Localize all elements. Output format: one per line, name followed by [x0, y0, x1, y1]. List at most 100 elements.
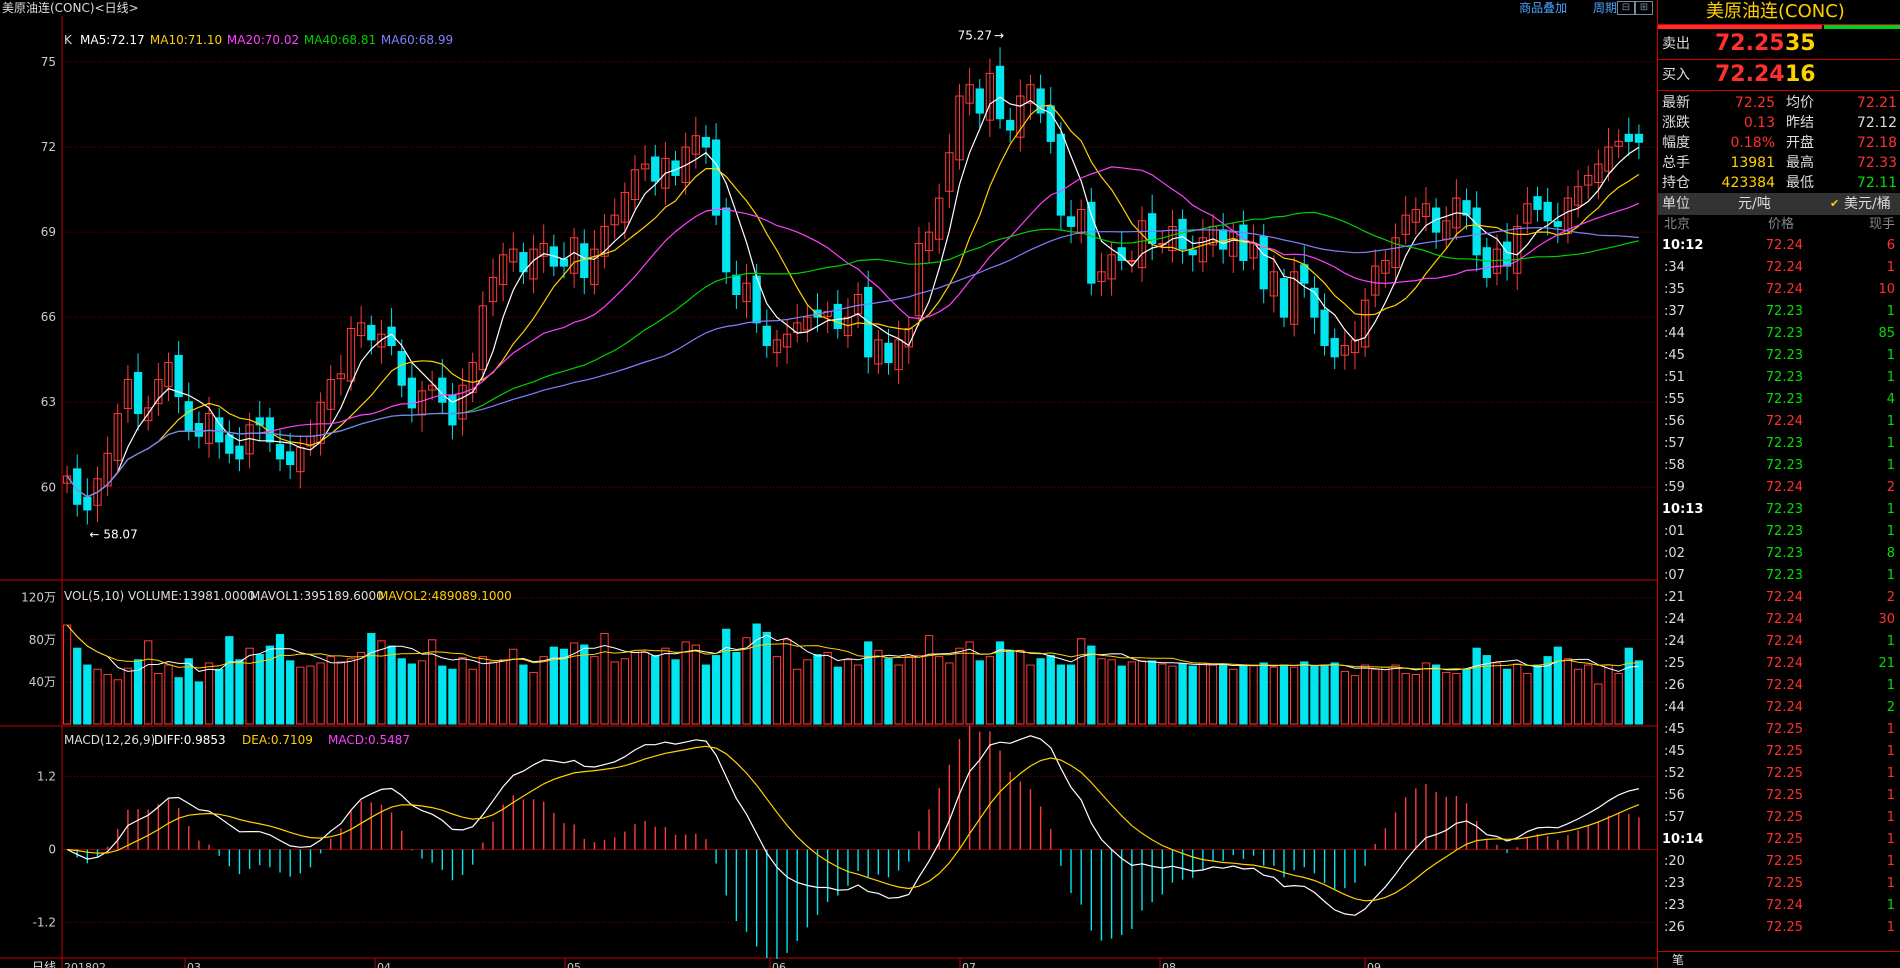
tick-price: 72.25 — [1765, 920, 1803, 935]
volume-bar — [1158, 663, 1167, 725]
buy-row: 买入 72.24 16 — [1658, 59, 1900, 90]
tick-volume: 21 — [1878, 656, 1895, 671]
tick-row[interactable]: :24 72.24 30 — [1658, 609, 1900, 631]
tick-row[interactable]: :07 72.23 1 — [1658, 565, 1900, 587]
candle-body — [123, 379, 133, 409]
tick-row[interactable]: :23 72.24 1 — [1658, 895, 1900, 917]
tick-list[interactable]: 10:12 72.24 6:34 72.24 1:35 72.24 10:37 72.23 1:… — [1658, 235, 1900, 939]
tick-row[interactable]: :45 72.23 1 — [1658, 345, 1900, 367]
tick-price: 72.24 — [1765, 590, 1803, 605]
tick-row[interactable]: :23 72.25 1 — [1658, 873, 1900, 895]
candle-body — [1310, 287, 1319, 318]
tick-row[interactable]: :21 72.24 2 — [1658, 587, 1900, 609]
tick-time: :44 — [1664, 700, 1685, 715]
tick-row[interactable]: :26 72.25 1 — [1658, 917, 1900, 939]
tick-volume: 1 — [1886, 722, 1895, 737]
tick-row[interactable]: :34 72.24 1 — [1658, 257, 1900, 279]
tick-row[interactable]: :26 72.24 1 — [1658, 675, 1900, 697]
volume-bar — [164, 664, 173, 725]
tick-row[interactable]: :20 72.25 1 — [1658, 851, 1900, 873]
candle-body — [985, 72, 995, 121]
tick-row[interactable]: :59 72.24 2 — [1658, 477, 1900, 499]
tick-time: :24 — [1664, 634, 1685, 649]
volume-bar — [458, 657, 467, 725]
tick-row[interactable]: :45 72.25 1 — [1658, 719, 1900, 741]
candle-body — [1158, 242, 1167, 245]
volume-bar — [1269, 666, 1279, 725]
tick-row[interactable]: :58 72.23 1 — [1658, 455, 1900, 477]
unit-value[interactable]: 元/吨 — [1738, 196, 1771, 212]
candle-body — [630, 169, 640, 201]
tick-row[interactable]: :44 72.24 2 — [1658, 697, 1900, 719]
volume-bar — [1300, 661, 1309, 725]
candle-body — [458, 384, 467, 420]
bid-ask-ratio-bar — [1658, 25, 1900, 29]
tick-row[interactable]: :57 72.25 1 — [1658, 807, 1900, 829]
candle-body — [1523, 203, 1532, 224]
tick-row[interactable]: :01 72.23 1 — [1658, 521, 1900, 543]
candle-body — [174, 354, 183, 398]
volume-bar — [732, 651, 741, 725]
tick-footer: 笔 — [1658, 951, 1900, 968]
candle-body — [1482, 247, 1491, 278]
price-tick-label: 69 — [41, 225, 56, 239]
tick-time: :44 — [1664, 326, 1685, 341]
period-link[interactable]: 周期 — [1592, 1, 1617, 15]
tick-price: 72.24 — [1765, 414, 1803, 429]
candle-body — [113, 413, 122, 461]
layout-toggle-icon[interactable]: ⊟ — [1617, 1, 1635, 15]
volume-bar — [1533, 664, 1542, 725]
tick-volume: 1 — [1886, 348, 1895, 363]
tick-row[interactable]: :55 72.23 4 — [1658, 389, 1900, 411]
tick-row[interactable]: :57 72.23 1 — [1658, 433, 1900, 455]
overlay-commodity-link[interactable]: 商品叠加 — [1519, 1, 1568, 15]
tick-row[interactable]: 10:13 72.23 1 — [1658, 499, 1900, 521]
volume-bar — [1026, 664, 1035, 725]
tick-time: :52 — [1664, 766, 1685, 781]
tick-row[interactable]: :37 72.23 1 — [1658, 301, 1900, 323]
volume-bar — [580, 644, 589, 725]
tick-row[interactable]: :44 72.23 85 — [1658, 323, 1900, 345]
tick-time: 10:14 — [1662, 832, 1704, 847]
tick-row[interactable]: :45 72.25 1 — [1658, 741, 1900, 763]
tick-row[interactable]: :24 72.24 1 — [1658, 631, 1900, 653]
volume-bar — [346, 658, 356, 725]
tick-row[interactable]: :02 72.23 8 — [1658, 543, 1900, 565]
tick-row[interactable]: :52 72.25 1 — [1658, 763, 1900, 785]
candle-body — [681, 146, 690, 184]
volume-bar — [1553, 646, 1562, 725]
candle-body — [1198, 237, 1208, 263]
kline-chart[interactable]: 75 72 69 66 63 60 K MA5:72.17 MA10:71.10 MA20:70.… — [0, 16, 1657, 968]
tick-row[interactable]: :25 72.24 21 — [1658, 653, 1900, 675]
tick-time: :23 — [1664, 876, 1685, 891]
candle-body — [154, 379, 163, 405]
candle-body — [651, 156, 660, 182]
tick-row[interactable]: 10:14 72.25 1 — [1658, 829, 1900, 851]
volume-bar — [1462, 668, 1471, 725]
volume-bar — [1229, 668, 1238, 725]
layout-split-icon[interactable]: ⊞ — [1635, 1, 1653, 15]
x-tick-label: 08 — [1162, 961, 1176, 968]
volume-bar — [1340, 670, 1349, 725]
tick-row[interactable]: :35 72.24 10 — [1658, 279, 1900, 301]
candle-body — [1350, 339, 1360, 354]
tick-time: :20 — [1664, 854, 1685, 869]
tick-row[interactable]: :56 72.25 1 — [1658, 785, 1900, 807]
tick-row[interactable]: :56 72.24 1 — [1658, 411, 1900, 433]
volume-bar — [1289, 666, 1299, 725]
tick-volume: 10 — [1878, 282, 1895, 297]
stat-value: 0.18% — [1730, 135, 1775, 151]
price-tick-label: 72 — [41, 140, 56, 154]
candle-body — [914, 242, 924, 317]
tick-row[interactable]: :51 72.23 1 — [1658, 367, 1900, 389]
tick-time: :21 — [1664, 590, 1685, 605]
unit-alt[interactable]: 美元/桶 — [1844, 196, 1891, 212]
stat-label: 均价 — [1786, 95, 1814, 111]
tick-footer-label[interactable]: 笔 — [1672, 953, 1685, 967]
x-tick-label: 05 — [567, 961, 581, 968]
candle-body — [803, 316, 812, 331]
stat-value: 72.25 — [1734, 95, 1775, 111]
tick-row[interactable]: 10:12 72.24 6 — [1658, 235, 1900, 257]
volume-tick-label: 40万 — [29, 675, 56, 689]
volume-bar — [1036, 658, 1045, 725]
